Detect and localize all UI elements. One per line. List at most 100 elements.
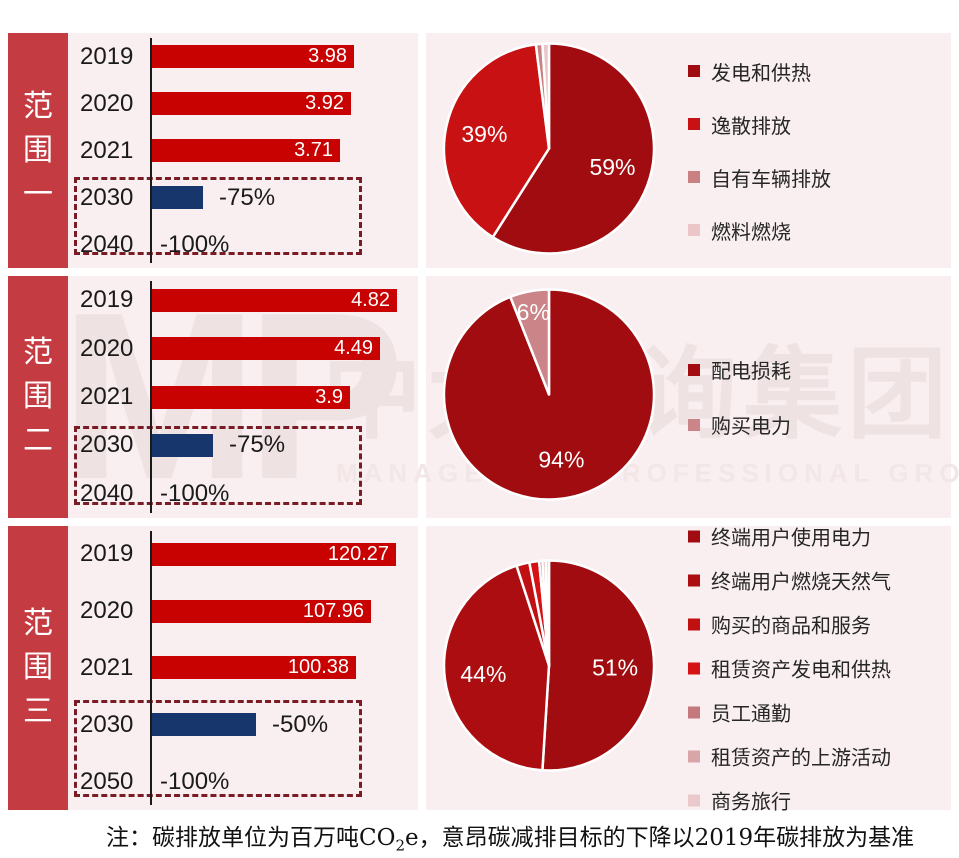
scope2-section: 范围二 2019 4.82 2020 4.49 2021 3.9 2030 -75% 2040-… — [0, 276, 959, 518]
pie-slice — [491, 41, 656, 255]
year-label: 2019 — [80, 286, 134, 314]
scope1-section: 范围一 2019 3.98 2020 3.92 2021 3.71 2030 -75% 2040… — [0, 33, 959, 268]
bar-row: 2021 3.9 — [68, 373, 418, 421]
scope-label-char: 围 — [23, 132, 53, 168]
scope-label-char: 围 — [23, 379, 53, 414]
legend-label: 租赁资产的上游活动 — [711, 745, 891, 770]
pie-percent-label: 39% — [461, 121, 507, 147]
legend-marker — [688, 662, 700, 674]
legend-label: 燃料燃烧 — [711, 219, 791, 244]
scope1-label-strip: 范围一 — [8, 33, 68, 268]
bar-row: 2019 3.98 — [68, 33, 418, 80]
year-label: 2021 — [80, 383, 134, 411]
legend-label: 终端用户使用电力 — [711, 525, 871, 550]
scope-label-char: 范 — [23, 606, 53, 641]
legend-item: 终端用户燃烧天然气 — [688, 566, 891, 595]
legend-label: 终端用户燃烧天然气 — [711, 569, 891, 594]
year-label: 2020 — [80, 89, 134, 117]
scope1-bar-chart: 2019 3.98 2020 3.92 2021 3.71 2030 -75% 2040 -100… — [68, 33, 418, 268]
emission-bar: 4.49 — [152, 337, 380, 361]
legend-marker — [688, 418, 700, 431]
pie-slice — [541, 559, 656, 772]
bar-chart-axis — [150, 531, 152, 805]
legend-marker — [688, 171, 700, 183]
year-label: 2019 — [80, 42, 134, 70]
emission-bar: 107.96 — [152, 599, 371, 623]
legend-item: 逸散排放 — [688, 110, 831, 139]
legend-item: 租赁资产发电和供热 — [688, 654, 891, 683]
target-percent-label: -75% — [219, 183, 276, 211]
legend-label: 逸散排放 — [711, 113, 791, 138]
bar-chart-axis — [150, 281, 152, 513]
pie-percent-label: 6% — [517, 299, 550, 325]
bar-row: 2040 -100% — [68, 221, 418, 268]
target-bar — [152, 186, 203, 209]
emission-bar: 120.27 — [152, 542, 396, 566]
legend-marker — [688, 706, 700, 718]
scope2-label-strip: 范围二 — [8, 276, 68, 518]
footnote-text: e，意昂碳减排目标的下降以2019年碳排放为基准 — [405, 825, 915, 851]
bar-row: 2019 4.82 — [68, 276, 418, 324]
legend-marker — [688, 574, 700, 586]
legend-marker — [688, 530, 700, 542]
legend-label: 配电损耗 — [711, 359, 791, 383]
legend-item: 商务旅行 — [688, 786, 891, 815]
pie-svg: 51% 44% — [442, 559, 656, 772]
bar-row: 2030 -75% — [68, 174, 418, 221]
legend-label: 员工通勤 — [711, 701, 791, 726]
year-label: 2040 — [80, 479, 134, 507]
pie-slice — [442, 42, 551, 238]
year-label: 2030 — [80, 431, 134, 459]
scope1-pie-panel: 59% 39% 发电和供热 逸散排放 自有车辆排放 燃料燃烧 — [426, 33, 951, 268]
target-dashed-box — [74, 177, 362, 255]
target-percent-label: -100% — [160, 767, 230, 795]
bar-row: 2030 -50% — [68, 696, 418, 753]
footnote: 注：碳排放单位为百万吨CO2e，意昂碳减排目标的下降以2019年碳排放为基准 — [106, 818, 914, 855]
year-label: 2021 — [80, 653, 134, 681]
legend-label: 购买的商品和服务 — [711, 613, 871, 638]
bar-rows: 2019 3.98 2020 3.92 2021 3.71 2030 -75% 2040 -100… — [68, 33, 418, 268]
bar-row: 2040 -100% — [68, 470, 418, 518]
target-bar — [152, 713, 256, 737]
scope-label-char: 围 — [23, 650, 53, 685]
scope-label-char: 一 — [23, 176, 53, 212]
bar-row: 2021 3.71 — [68, 127, 418, 174]
scope-label-char: 范 — [23, 88, 53, 124]
pie-percent-label: 44% — [460, 661, 506, 687]
bar-row: 2019 120.27 — [68, 526, 418, 583]
bar-chart-axis — [150, 38, 152, 263]
legend-marker — [688, 618, 700, 630]
legend-item: 租赁资产的上游活动 — [688, 742, 891, 771]
emission-bar: 3.71 — [152, 139, 340, 162]
target-percent-label: -75% — [229, 431, 286, 459]
target-dashed-box — [74, 426, 362, 505]
bar-row: 2020 4.49 — [68, 324, 418, 372]
scope2-pie-chart: 94% 6% — [434, 280, 664, 515]
year-label: 2020 — [80, 334, 134, 362]
legend-label: 发电和供热 — [711, 60, 811, 85]
year-label: 2021 — [80, 136, 134, 164]
year-label: 2050 — [80, 767, 134, 795]
legend-item: 员工通勤 — [688, 698, 891, 727]
scope1-pie-chart: 59% 39% — [434, 33, 664, 268]
emission-bar: 3.9 — [152, 385, 350, 409]
scope3-pie-panel: 51% 44% 终端用户使用电力 终端用户燃烧天然气 购买的商品和服务租赁资产发电和供… — [426, 526, 951, 814]
emission-bar: 3.98 — [152, 45, 354, 68]
scope3-label-strip: 范围三 — [8, 526, 68, 810]
target-percent-label: -100% — [160, 479, 230, 507]
target-bar — [152, 433, 213, 457]
scope3-bar-chart: 2019 120.27 2020 107.96 2021 100.38 2030 -50% 20… — [68, 526, 418, 810]
scope-label-char: 二 — [23, 423, 53, 458]
bar-row: 2020 3.92 — [68, 80, 418, 127]
legend-label: 购买电力 — [711, 414, 791, 438]
bar-row: 2020 107.96 — [68, 583, 418, 640]
scope-label-char: 三 — [23, 694, 53, 729]
emission-bar: 3.92 — [152, 92, 351, 115]
pie-svg: 94% 6% — [442, 288, 656, 501]
emission-bar: 4.82 — [152, 288, 397, 312]
target-percent-label: -50% — [272, 710, 329, 738]
legend-marker — [688, 750, 700, 762]
year-label: 2020 — [80, 597, 134, 625]
bar-rows: 2019 4.82 2020 4.49 2021 3.9 2030 -75% 2040 -100% — [68, 276, 418, 518]
